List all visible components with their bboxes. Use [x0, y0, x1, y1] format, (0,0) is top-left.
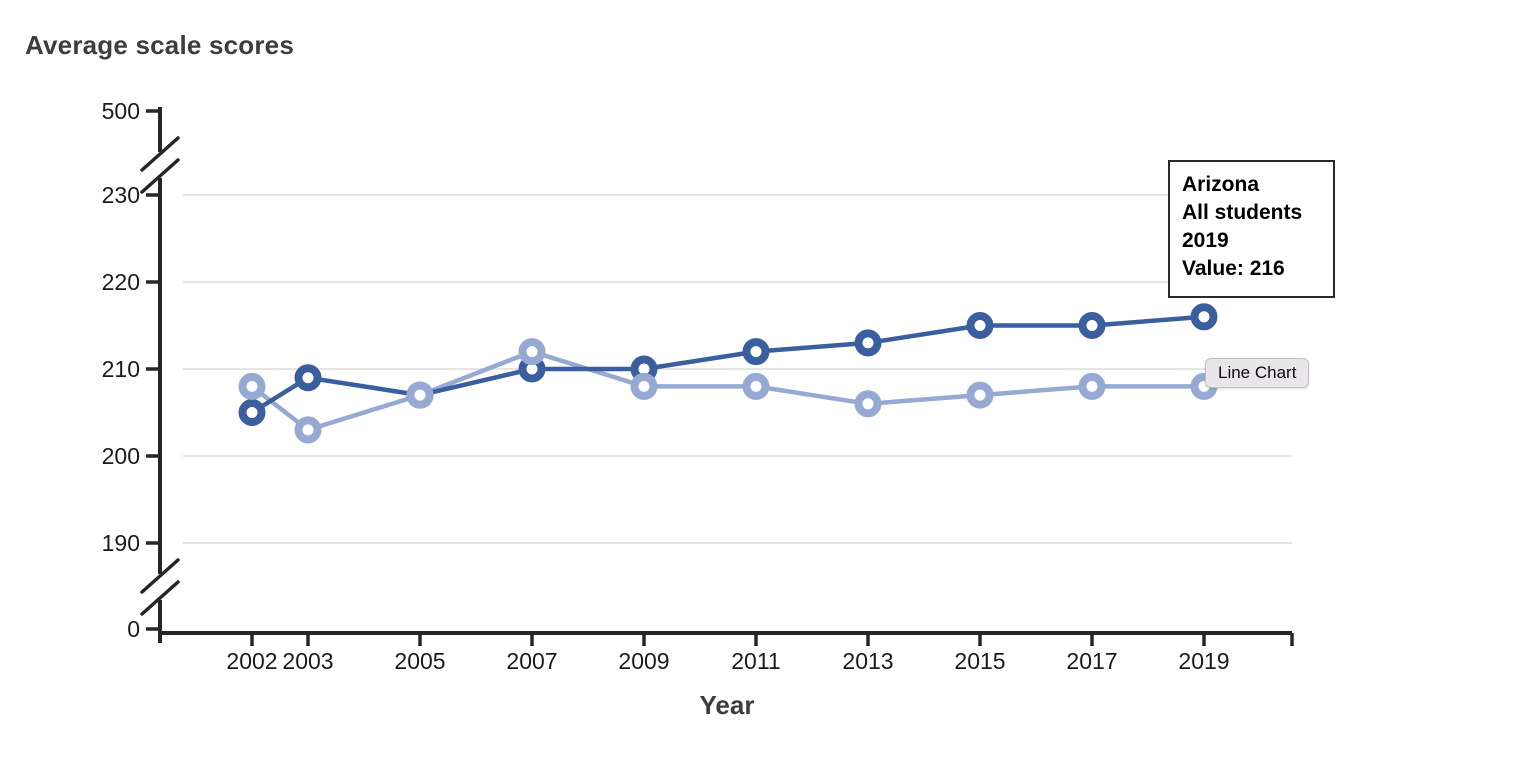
y-tick-label-190: 190 — [102, 530, 140, 556]
x-tick-label-2007: 2007 — [506, 648, 557, 674]
x-tick-label-2019: 2019 — [1178, 648, 1229, 674]
x-tick-label-2013: 2013 — [842, 648, 893, 674]
x-tick-label-2003: 2003 — [282, 648, 333, 674]
data-point-arizona-all-students-2011[interactable] — [742, 338, 770, 366]
y-tick-label-230: 230 — [102, 182, 140, 208]
data-point-arizona-all-students-2015[interactable] — [966, 312, 994, 339]
data-point-lighter-blue-series-2002[interactable] — [238, 372, 266, 400]
data-point-lighter-blue-series-2009[interactable] — [630, 372, 658, 400]
x-tick-label-2015: 2015 — [954, 648, 1005, 674]
x-axis-title: Year — [700, 690, 755, 720]
x-tick-label-2005: 2005 — [394, 648, 445, 674]
axis-break-mark-1-0 — [140, 558, 180, 594]
axis-break-mark-1-1 — [140, 580, 180, 616]
axis-break-gap-0 — [156, 152, 164, 178]
y-tick-label-500: 500 — [102, 98, 140, 124]
tooltip-year: 2019 — [1182, 229, 1229, 252]
cursor-hover-label: Line Chart — [1205, 358, 1310, 388]
series-line-lighter-blue-series — [250, 349, 1204, 433]
axis-break-gap-1 — [156, 574, 164, 600]
data-point-arizona-all-students-2013[interactable] — [854, 329, 882, 357]
y-tick-label-220: 220 — [102, 269, 140, 295]
y-tick-label-200: 200 — [102, 443, 140, 469]
data-point-arizona-all-students-2017[interactable] — [1078, 312, 1106, 339]
y-tick-label-0: 0 — [127, 616, 140, 642]
data-point-arizona-all-students-2019[interactable] — [1190, 303, 1218, 331]
y-tick-label-210: 210 — [102, 356, 140, 382]
x-tick-label-2017: 2017 — [1066, 648, 1117, 674]
data-point-lighter-blue-series-2011[interactable] — [742, 372, 770, 400]
data-point-lighter-blue-series-2013[interactable] — [854, 390, 882, 418]
data-point-arizona-all-students-2002[interactable] — [238, 399, 266, 426]
tooltip-jurisdiction: Arizona — [1182, 173, 1260, 196]
chart-title: Average scale scores — [25, 30, 295, 60]
data-point-lighter-blue-series-2015[interactable] — [966, 381, 994, 409]
data-point-lighter-blue-series-2007[interactable] — [518, 338, 546, 366]
data-point-lighter-blue-series-2003[interactable] — [294, 416, 322, 444]
x-tick-label-2002: 2002 — [226, 648, 277, 674]
axis-break-mark-0-1 — [140, 158, 180, 194]
x-tick-label-2011: 2011 — [731, 648, 780, 674]
tooltip-group: All students — [1182, 201, 1303, 224]
tooltip-value: Value: 216 — [1182, 257, 1285, 280]
x-tick-label-2009: 2009 — [618, 648, 669, 674]
data-point-lighter-blue-series-2017[interactable] — [1078, 372, 1106, 400]
data-point-lighter-blue-series-2005[interactable] — [406, 381, 434, 409]
axis-break-mark-0-0 — [140, 136, 180, 172]
data-point-arizona-all-students-2003[interactable] — [294, 364, 322, 392]
series-line-arizona-all-students — [250, 314, 1205, 415]
data-point-tooltip: Arizona All students 2019 Value: 216 — [1168, 160, 1335, 298]
